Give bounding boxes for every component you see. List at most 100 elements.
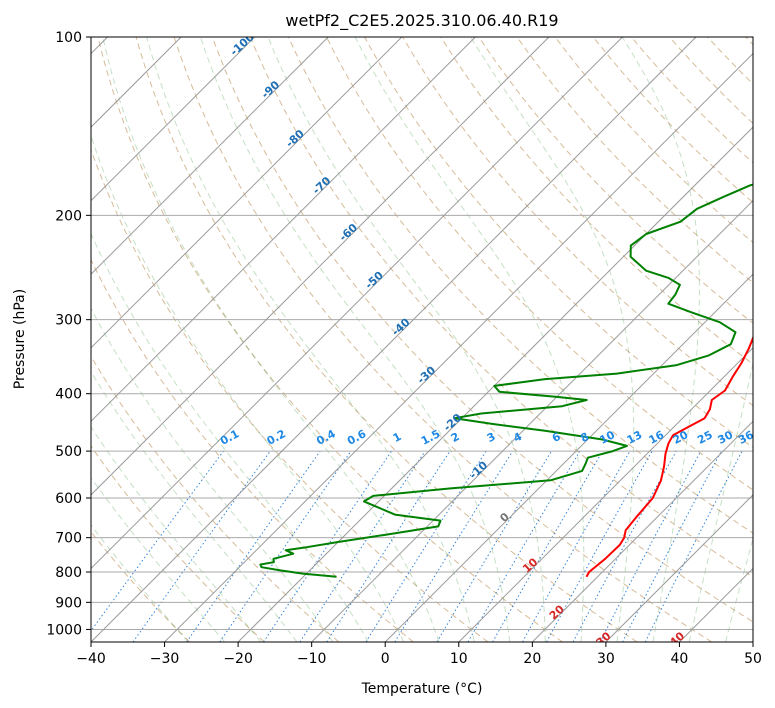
dry-adiabat bbox=[211, 37, 753, 623]
isotherm-line bbox=[384, 273, 753, 642]
dry-adiabat bbox=[592, 37, 753, 204]
mixing-ratio-label: 16 bbox=[647, 428, 667, 447]
isotherm-line bbox=[679, 567, 753, 642]
y-tick-label: 500 bbox=[55, 444, 82, 460]
dry-adiabat bbox=[440, 37, 753, 365]
moist-adiabat bbox=[91, 426, 262, 642]
isotherm-line bbox=[91, 37, 329, 275]
mixing-ratio-line bbox=[263, 450, 392, 642]
y-tick-label: 800 bbox=[55, 565, 82, 581]
x-tick-label: −10 bbox=[297, 651, 327, 667]
mixing-ratio-line bbox=[644, 450, 743, 642]
mixing-ratio-label: 2 bbox=[449, 430, 462, 445]
mixing-ratio-label: 30 bbox=[716, 428, 736, 447]
moist-adiabat bbox=[621, 37, 700, 642]
y-tick-label: 700 bbox=[55, 531, 82, 547]
moist-adiabat bbox=[354, 37, 585, 642]
isotherm-line bbox=[91, 37, 403, 349]
moist-adiabat bbox=[91, 476, 225, 642]
x-tick-label: 50 bbox=[744, 651, 762, 667]
mixing-ratio-line bbox=[394, 450, 514, 642]
dry-adiabat bbox=[135, 37, 638, 642]
mixing-ratio-line bbox=[326, 450, 451, 642]
plot-frame bbox=[90, 36, 754, 643]
isotherm-label: 40 bbox=[667, 629, 687, 649]
dry-adiabat bbox=[97, 37, 563, 642]
isotherm-line bbox=[91, 37, 256, 202]
isotherm-label: -70 bbox=[310, 174, 334, 197]
isotherm-gridlines bbox=[91, 37, 753, 642]
mixing-ratio-label: 0.6 bbox=[345, 427, 369, 448]
y-tick-label: 100 bbox=[55, 30, 82, 46]
isotherm-label: -60 bbox=[337, 221, 361, 244]
dry-adiabat bbox=[516, 37, 753, 284]
mixing-ratio-label: 0.2 bbox=[265, 427, 288, 448]
dry-adiabat bbox=[91, 148, 489, 642]
chart-title: wetPf2_C2E5.2025.310.06.40.R19 bbox=[285, 11, 558, 31]
x-tick-label: 40 bbox=[671, 651, 689, 667]
profile-series bbox=[259, 183, 753, 578]
isotherm-line bbox=[605, 494, 753, 642]
isotherm-line bbox=[91, 37, 550, 496]
mixing-ratio-line bbox=[599, 450, 702, 642]
y-tick-label: 200 bbox=[55, 208, 82, 224]
x-tick-label: 10 bbox=[450, 651, 468, 667]
mixing-ratio-label: 0.4 bbox=[314, 427, 338, 448]
moist-adiabat bbox=[146, 37, 475, 642]
isotherm-line bbox=[458, 347, 753, 642]
moist-adiabat bbox=[688, 361, 753, 642]
profile-line-0 bbox=[585, 335, 753, 578]
x-axis-title: Temperature (°C) bbox=[361, 681, 483, 697]
mixing-ratio-line bbox=[299, 450, 426, 642]
isotherm-label: 30 bbox=[594, 629, 614, 649]
y-axis-title: Pressure (hPa) bbox=[12, 289, 28, 389]
dry-adiabat bbox=[91, 258, 414, 642]
mixing-ratio-line bbox=[546, 450, 653, 642]
mixing-ratio-line bbox=[436, 450, 552, 642]
dry-adiabat bbox=[91, 445, 265, 642]
mixing-ratio-line bbox=[219, 450, 352, 642]
dry-adiabat bbox=[707, 37, 753, 85]
dry-adiabats bbox=[91, 37, 753, 642]
dry-adiabat bbox=[91, 355, 340, 642]
x-tick-label: −30 bbox=[150, 651, 180, 667]
mixing-ratio-lines bbox=[91, 450, 743, 642]
moist-adiabat bbox=[91, 134, 405, 642]
isotherm-line bbox=[531, 420, 753, 642]
isotherm-line bbox=[91, 37, 697, 642]
y-tick-label: 1000 bbox=[46, 622, 82, 638]
mixing-ratio-label: 0.1 bbox=[218, 427, 241, 448]
dry-adiabat bbox=[249, 37, 753, 578]
y-tick-label: 900 bbox=[55, 595, 82, 611]
mixing-ratio-label: 20 bbox=[671, 428, 691, 447]
isotherm-label: -40 bbox=[389, 315, 413, 338]
moist-adiabats bbox=[91, 37, 753, 642]
mixing-ratio-line bbox=[186, 450, 321, 642]
dry-adiabat bbox=[326, 37, 753, 491]
dry-adiabat bbox=[91, 531, 191, 642]
mixing-ratio-line bbox=[522, 450, 631, 642]
mixing-ratio-line bbox=[572, 450, 677, 642]
dry-adiabat bbox=[287, 37, 753, 534]
isotherm-label: -10 bbox=[467, 458, 491, 481]
isotherm-line bbox=[164, 52, 753, 642]
dry-adiabat bbox=[554, 37, 753, 244]
moist-adiabat bbox=[267, 37, 546, 642]
mixing-ratio-label: 13 bbox=[625, 428, 645, 447]
y-tick-label: 300 bbox=[55, 313, 82, 329]
moist-adiabat bbox=[91, 524, 189, 642]
x-tick-label: −20 bbox=[223, 651, 253, 667]
x-tick-label: 30 bbox=[597, 651, 615, 667]
isotherm-line bbox=[91, 37, 623, 570]
mixing-ratio-line bbox=[132, 450, 271, 642]
x-tick-label: 0 bbox=[381, 651, 390, 667]
dry-adiabat bbox=[669, 37, 753, 125]
y-tick-label: 400 bbox=[55, 387, 82, 403]
isotherm-label: -90 bbox=[259, 78, 283, 101]
isotherm-line bbox=[311, 199, 753, 642]
mixing-ratio-label: 1 bbox=[391, 430, 404, 445]
isotherm-label: -50 bbox=[363, 269, 387, 292]
mixing-ratio-label: 3 bbox=[485, 430, 498, 445]
